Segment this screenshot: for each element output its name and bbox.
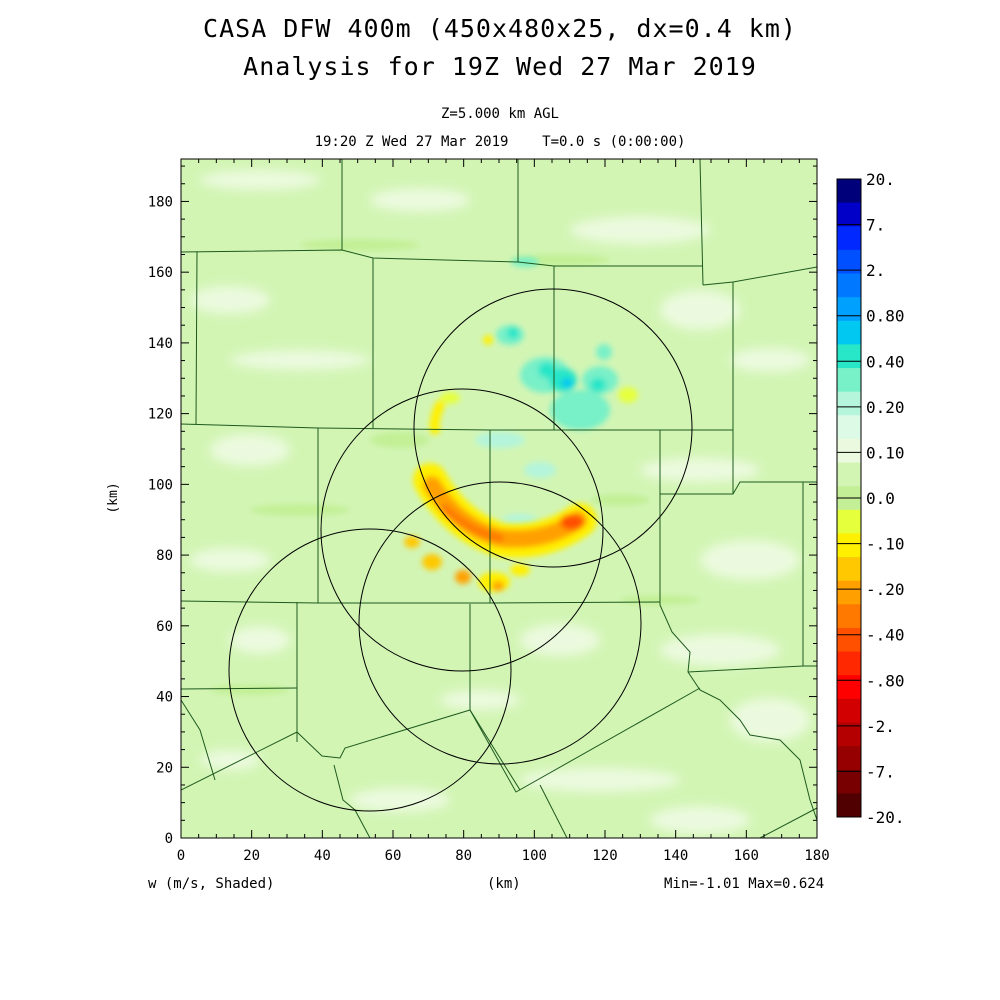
colorbar-swatch	[837, 344, 861, 369]
x-tick-label: 100	[522, 848, 547, 864]
colorbar: 20. 7. 2. 0.80 0.40 0.20 0.10 0.0 -.10 -.20 -.40 -.…	[836, 170, 905, 827]
colorbar-swatch	[837, 793, 861, 818]
colorbar-swatch	[837, 627, 861, 653]
colorbar-label: -7.	[866, 762, 895, 781]
colorbar-label: 0.10	[866, 443, 905, 462]
x-tick-label: 0	[177, 848, 185, 864]
colorbar-swatch	[837, 438, 861, 464]
variable-label: w (m/s, Shaded)	[148, 876, 275, 892]
x-tick-label: 60	[385, 848, 402, 864]
colorbar-swatch	[837, 273, 861, 298]
colorbar-label: -2.	[866, 717, 895, 736]
county-boundaries	[181, 159, 817, 838]
colorbar-swatch	[837, 698, 861, 723]
y-axis: 0 20 40 60 80 100 120 140 160 180	[148, 165, 817, 847]
y-tick-label: 80	[156, 548, 173, 564]
colorbar-swatch	[837, 722, 861, 747]
x-tick-label: 160	[734, 848, 759, 864]
colorbar-swatch	[837, 651, 861, 676]
colorbar-swatch	[837, 297, 861, 322]
y-tick-label: 180	[148, 194, 173, 210]
title-line-1: CASA DFW 400m (450x480x25, dx=0.4 km)	[203, 14, 797, 43]
colorbar-label: 20.	[866, 170, 895, 189]
colorbar-label: -20.	[866, 808, 905, 827]
colorbar-swatch	[837, 746, 861, 771]
colorbar-swatch	[837, 533, 861, 558]
colorbar-swatch	[837, 179, 861, 204]
colorbar-swatch	[837, 320, 861, 345]
colorbar-swatch	[837, 462, 861, 487]
colorbar-swatch	[837, 604, 861, 629]
colorbar-label: -.40	[866, 626, 905, 645]
colorbar-label: -.10	[866, 535, 905, 554]
x-tick-label: 120	[592, 848, 617, 864]
colorbar-swatch	[837, 391, 861, 416]
title-line-2: Analysis for 19Z Wed 27 Mar 2019	[243, 52, 757, 81]
colorbar-swatch	[837, 769, 861, 794]
colorbar-label: 2.	[866, 261, 885, 280]
x-tick-label: 20	[243, 848, 260, 864]
colorbar-swatch	[837, 557, 861, 582]
y-tick-label: 40	[156, 690, 173, 706]
colorbar-label: -.80	[866, 671, 905, 690]
x-tick-label: 40	[314, 848, 331, 864]
w-field	[181, 159, 817, 838]
y-tick-label: 140	[148, 336, 173, 352]
x-axis-label: (km)	[487, 876, 521, 892]
y-tick-label: 160	[148, 265, 173, 281]
min-max-label: Min=-1.01 Max=0.624	[664, 876, 825, 892]
colorbar-swatch	[837, 202, 861, 227]
colorbar-label: -.20	[866, 580, 905, 599]
colorbar-swatch	[837, 415, 861, 440]
y-tick-label: 0	[165, 831, 173, 847]
colorbar-label: 0.20	[866, 398, 905, 417]
time-label: 19:20 Z Wed 27 Mar 2019 T=0.0 s (0:00:00…	[314, 134, 686, 150]
radar-ring-3	[358, 481, 642, 765]
colorbar-label: 0.0	[866, 489, 895, 508]
y-tick-label: 60	[156, 619, 173, 635]
y-tick-label: 20	[156, 760, 173, 776]
colorbar-label: 0.80	[866, 307, 905, 326]
x-tick-label: 140	[663, 848, 688, 864]
level-label: Z=5.000 km AGL	[440, 106, 559, 122]
y-tick-label: 100	[148, 477, 173, 493]
colorbar-swatch	[837, 675, 861, 700]
colorbar-label: 0.40	[866, 352, 905, 371]
y-tick-label: 120	[148, 407, 173, 423]
y-axis-label: (km)	[106, 482, 121, 513]
colorbar-swatch	[837, 509, 861, 534]
x-tick-label: 80	[455, 848, 472, 864]
x-tick-label: 180	[804, 848, 829, 864]
x-axis: 0 20 40 60 80 100 120 140 160 180	[177, 159, 830, 864]
radar-ring-4	[228, 528, 512, 812]
radar-ring-1	[413, 288, 693, 568]
colorbar-swatch	[837, 580, 861, 605]
colorbar-swatch	[837, 226, 861, 251]
radar-rings	[228, 288, 693, 812]
colorbar-label: 7.	[866, 216, 885, 235]
colorbar-swatch	[837, 368, 861, 393]
radar-ring-2	[320, 388, 604, 672]
